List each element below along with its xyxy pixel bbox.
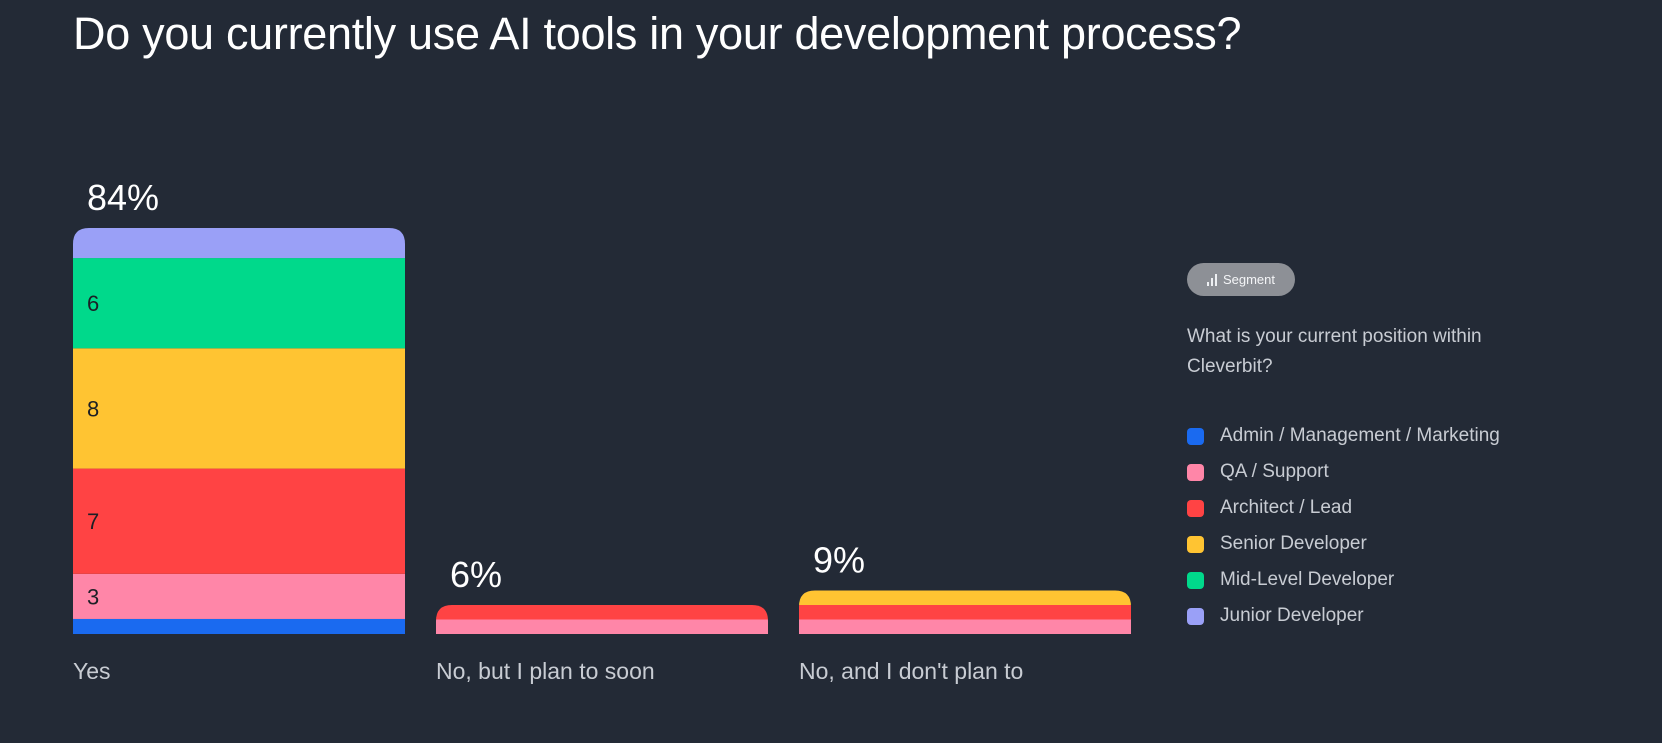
segment-question: What is your current position within Cle…	[1187, 326, 1482, 377]
legend-item-junior-developer: Junior Developer	[1187, 598, 1500, 634]
bar-total-label: 84%	[87, 177, 159, 218]
bar-segment-mid-level-developer	[73, 258, 405, 349]
legend-label: QA / Support	[1220, 461, 1329, 482]
legend-label: Architect / Lead	[1220, 497, 1353, 518]
segment-count-label: 3	[87, 584, 99, 609]
legend-label: Junior Developer	[1220, 605, 1364, 626]
legend-swatch	[1187, 535, 1204, 553]
legend-swatch	[1187, 607, 1204, 625]
legend-swatch	[1187, 463, 1204, 481]
bar-chart-icon	[1206, 273, 1217, 286]
bar-total-label: 6%	[450, 554, 502, 595]
legend-item-architect-lead: Architect / Lead	[1187, 490, 1500, 526]
segment-count-label: 8	[87, 396, 99, 421]
legend-swatch	[1187, 427, 1204, 445]
legend-item-admin-management-marketing: Admin / Management / Marketing	[1187, 418, 1500, 454]
legend-label: Senior Developer	[1220, 533, 1367, 554]
bar-segment-senior-developer	[799, 590, 1131, 605]
bar-segment-architect-lead	[73, 468, 405, 574]
bar-total-label: 9%	[813, 540, 865, 581]
legend-label: Admin / Management / Marketing	[1220, 425, 1500, 446]
legend-swatch	[1187, 499, 1204, 517]
bar-no-and-i-don-t-plan-to	[799, 590, 1131, 634]
bar-yes	[73, 228, 405, 634]
bar-segment-qa-support	[73, 573, 405, 619]
category-label: No, but I plan to soon	[436, 658, 655, 684]
bar-segment-senior-developer	[73, 348, 405, 469]
segment-count-label: 6	[87, 291, 99, 316]
bar-no-but-i-plan-to-soon	[436, 605, 768, 634]
legend-item-qa-support: QA / Support	[1187, 454, 1500, 490]
legend-item-senior-developer: Senior Developer	[1187, 526, 1500, 562]
legend: Admin / Management / Marketing QA / Suppo…	[1187, 418, 1500, 634]
bar-segment-admin-management-marketing	[73, 618, 405, 634]
bar-segment-qa-support	[436, 619, 768, 634]
category-label: No, and I don't plan to	[799, 658, 1023, 684]
legend-swatch	[1187, 571, 1204, 589]
category-label: Yes	[73, 658, 111, 684]
segment-button-label: Segment	[1222, 272, 1276, 287]
labels-layer: 3 7 8 6 84% Yes 6% No, but I plan to soon 9% No, …	[73, 177, 1023, 684]
bar-segment-junior-developer	[73, 228, 405, 259]
question-title: Do you currently use AI tools in your de…	[73, 8, 1242, 59]
legend-item-mid-level-developer: Mid-Level Developer	[1187, 562, 1500, 598]
segment-count-label: 7	[87, 509, 99, 534]
bar-segment-qa-support	[799, 619, 1131, 634]
bars-layer	[73, 228, 1131, 634]
segment-button[interactable]: Segment	[1187, 263, 1295, 296]
bar-segment-architect-lead	[799, 605, 1131, 620]
bar-segment-architect-lead	[436, 605, 768, 620]
legend-label: Mid-Level Developer	[1220, 569, 1395, 590]
